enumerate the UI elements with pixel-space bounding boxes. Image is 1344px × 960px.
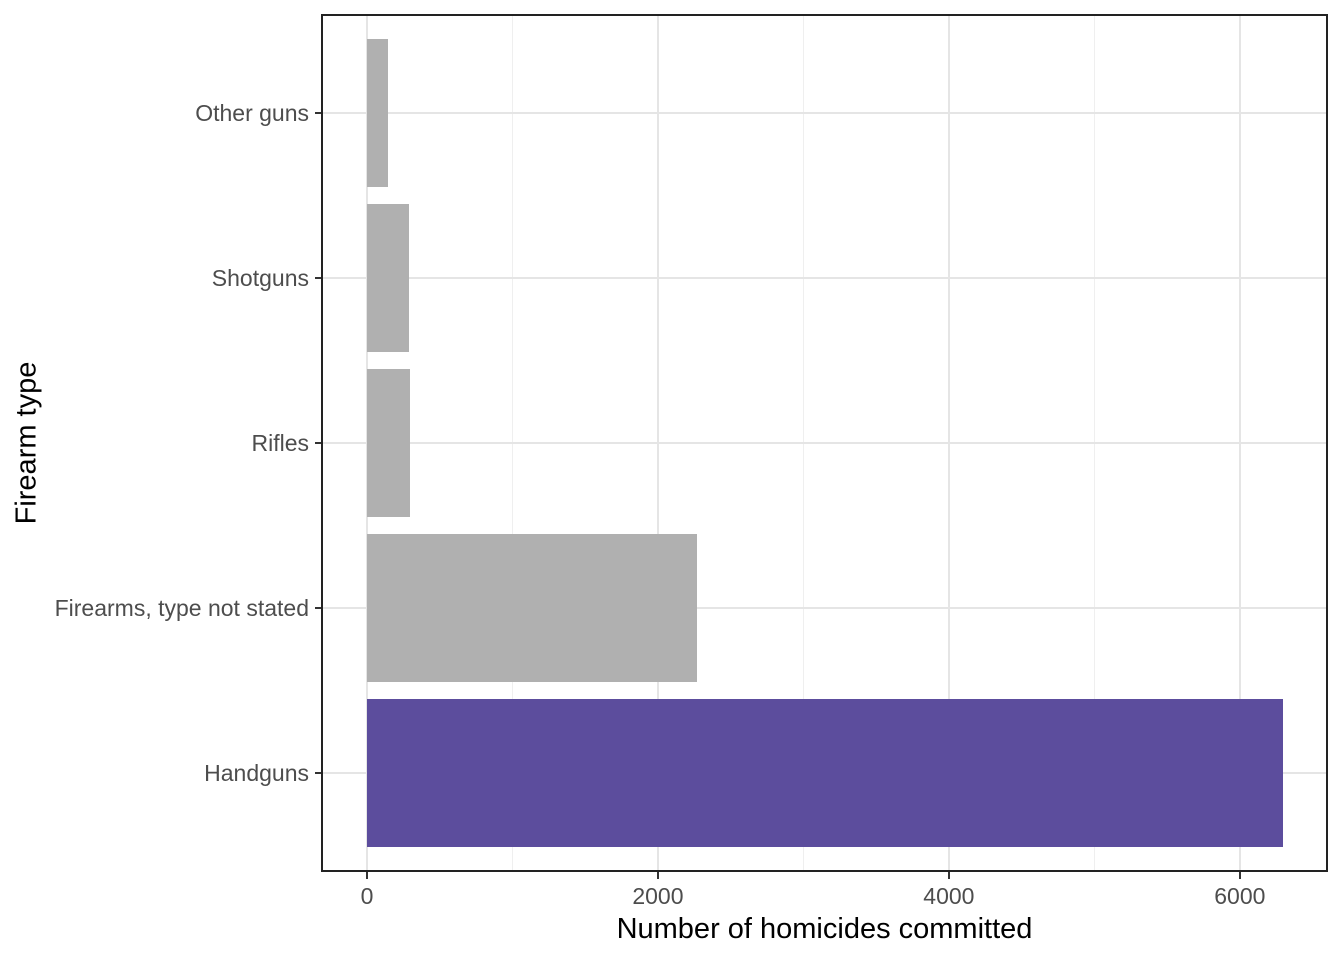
bar-other-guns [366, 38, 389, 188]
x-tick-label-4000: 4000 [923, 883, 975, 909]
x-axis-title: Number of homicides committed [616, 913, 1033, 945]
bar-shotguns [366, 203, 410, 353]
y-tick-mark [315, 277, 321, 279]
bar-handguns [366, 698, 1284, 848]
x-tick-label-6000: 6000 [1214, 883, 1266, 909]
y-tick-mark [315, 112, 321, 114]
x-tick-mark [365, 872, 368, 879]
y-axis-label-other-guns: Other guns [195, 100, 309, 126]
y-axis-label-rifles: Rifles [251, 430, 309, 456]
x-tick-label-0: 0 [360, 883, 374, 909]
gridline-y-major [321, 277, 1328, 279]
y-tick-mark [315, 607, 321, 609]
bar-firearms-type-not-stated [366, 533, 698, 683]
bar-rifles [366, 368, 410, 518]
x-tick-mark [947, 872, 950, 879]
x-tick-mark [656, 872, 659, 879]
plot-panel [321, 14, 1328, 872]
gridline-y-major [321, 112, 1328, 114]
gridline-y-major [321, 607, 1328, 609]
x-tick-label-2000: 2000 [632, 883, 684, 909]
gridline-y-major [321, 442, 1328, 444]
y-axis-label-handguns: Handguns [204, 760, 309, 786]
y-tick-mark [315, 772, 321, 774]
y-tick-mark [315, 442, 321, 444]
x-tick-mark [1238, 872, 1241, 879]
y-axis-label-firearms-type-not-stated: Firearms, type not stated [54, 595, 309, 621]
y-axis-label-shotguns: Shotguns [211, 265, 309, 291]
